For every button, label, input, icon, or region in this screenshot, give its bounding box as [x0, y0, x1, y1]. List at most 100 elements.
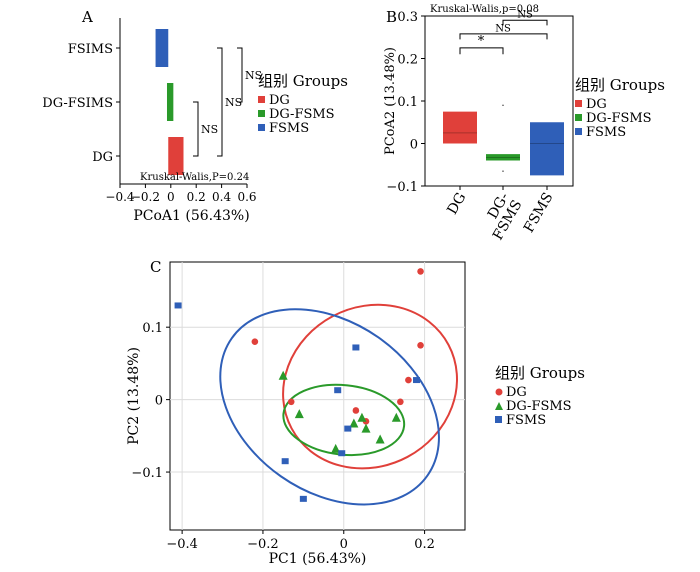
- legend-marker: [495, 402, 503, 410]
- y-tick-label: 0.2: [397, 53, 418, 68]
- data-point: [417, 268, 424, 275]
- panel-c-chart: −0.4 −0.2 0 0.2 0.1 0 −0.1 PC1 (56.43%) PC2 (13.…: [126, 261, 585, 567]
- y-tick-label: FSIMS: [68, 42, 113, 57]
- confidence-ellipse: [219, 308, 440, 506]
- legend-label: FSMS: [269, 121, 309, 136]
- box: [486, 154, 520, 161]
- legend-label: FSMS: [506, 413, 546, 428]
- x-tick-label: 0.6: [237, 190, 256, 204]
- bracket-dg-fsms: [459, 33, 548, 40]
- data-point: [361, 423, 371, 433]
- bracket-label: NS: [245, 69, 262, 82]
- bracket-dgfsms-fsms: [502, 19, 548, 26]
- legend-label: DG: [586, 97, 607, 112]
- y-tick-label: 0.1: [142, 321, 163, 336]
- x-tick-label: DG-FSMS: [477, 190, 526, 243]
- data-point: [294, 409, 304, 419]
- box: [443, 111, 477, 144]
- x-axis-title: PC1 (56.43%): [269, 551, 367, 567]
- legend-marker: [575, 100, 582, 107]
- x-axis-title: PCoA1 (56.43%): [133, 208, 249, 224]
- legend-label: FSMS: [586, 125, 626, 140]
- legend-title: 组别 Groups: [575, 76, 665, 94]
- legend-title: 组别 Groups: [495, 364, 585, 382]
- x-tick-label: −0.2: [131, 190, 160, 204]
- outlier-point: [502, 104, 504, 107]
- bracket-dg-dgfsms: [459, 47, 504, 55]
- legend-marker: [258, 96, 265, 103]
- legend-marker: [258, 110, 265, 117]
- x-tick-label: 0.4: [212, 190, 231, 204]
- data-point: [352, 344, 360, 351]
- legend-label: DG-FSMS: [586, 111, 652, 126]
- panel-b-label: B: [386, 8, 397, 26]
- box: [155, 29, 169, 67]
- bracket-fsims-dg: [217, 47, 223, 157]
- bracket-label: NS: [201, 123, 218, 136]
- bracket-fsims-dgfsims: [237, 47, 243, 103]
- legend-label: DG: [269, 93, 290, 108]
- y-tick-label: −0.1: [131, 466, 163, 481]
- x-tick-label-line: FSMS: [521, 190, 556, 235]
- data-point: [174, 302, 182, 309]
- bracket-dgfsims-dg: [193, 101, 199, 157]
- y-axis-title: PCoA2 (13.48%): [383, 47, 398, 155]
- data-point: [417, 341, 424, 349]
- x-tick-label: 0: [167, 190, 175, 204]
- x-tick-label: −0.4: [166, 537, 198, 552]
- confidence-ellipse: [282, 303, 458, 470]
- data-point: [278, 370, 288, 380]
- data-point: [251, 338, 259, 345]
- data-point: [357, 412, 367, 422]
- bracket-label: NS: [517, 10, 533, 21]
- box: [530, 122, 564, 176]
- data-point: [349, 418, 359, 428]
- box: [168, 137, 184, 175]
- outlier-point: [502, 170, 504, 172]
- data-point: [338, 450, 346, 457]
- legend-marker: [258, 124, 265, 131]
- y-tick-label: DG-FSIMS: [42, 96, 113, 111]
- data-point: [331, 443, 341, 453]
- stat-annotation: Kruskal-Walis,P=0.24: [140, 172, 249, 183]
- y-tick-label: −0.1: [386, 180, 418, 195]
- y-tick-label: 0.1: [397, 95, 418, 110]
- legend-label: DG-FSMS: [506, 399, 572, 414]
- bracket-label: NS: [225, 96, 242, 109]
- legend-marker: [495, 416, 502, 423]
- y-tick-label: 0: [410, 138, 418, 153]
- x-tick-label: −0.4: [105, 190, 135, 204]
- data-point: [287, 398, 295, 406]
- panel-a-chart: FSIMS DG-FSIMS DG −0.4−0.2 0 0.2 0.4 0.6 PCoA1 (…: [42, 18, 348, 224]
- data-point: [397, 398, 404, 406]
- legend-marker: [575, 128, 582, 135]
- y-tick-label: DG: [92, 150, 113, 165]
- data-point: [391, 412, 401, 422]
- data-point: [413, 377, 421, 384]
- data-point: [375, 434, 385, 444]
- bracket-label: NS: [495, 23, 511, 34]
- data-point: [344, 425, 352, 432]
- data-point: [334, 387, 342, 394]
- y-axis-title: PC2 (13.48%): [126, 347, 142, 445]
- legend-title: 组别 Groups: [258, 72, 348, 90]
- y-tick-label: 0: [155, 394, 163, 409]
- legend-marker: [495, 388, 503, 396]
- legend-marker: [575, 114, 582, 121]
- x-tick-label: FSMS: [521, 190, 556, 235]
- x-tick-label-line: DG: [444, 190, 469, 217]
- x-tick-label: DG: [444, 190, 469, 217]
- bracket-label: *: [478, 34, 485, 49]
- y-tick-label: 0.3: [397, 10, 418, 25]
- data-point: [281, 458, 289, 465]
- panel-c-label: C: [150, 258, 161, 276]
- data-point: [405, 376, 412, 384]
- x-tick-label: −0.2: [247, 537, 279, 552]
- plot-frame: [169, 261, 466, 531]
- panel-a-label: A: [81, 8, 93, 26]
- data-point: [352, 407, 360, 414]
- data-point: [299, 495, 307, 502]
- stat-annotation: Kruskal-Walis,p=0.08: [430, 4, 539, 15]
